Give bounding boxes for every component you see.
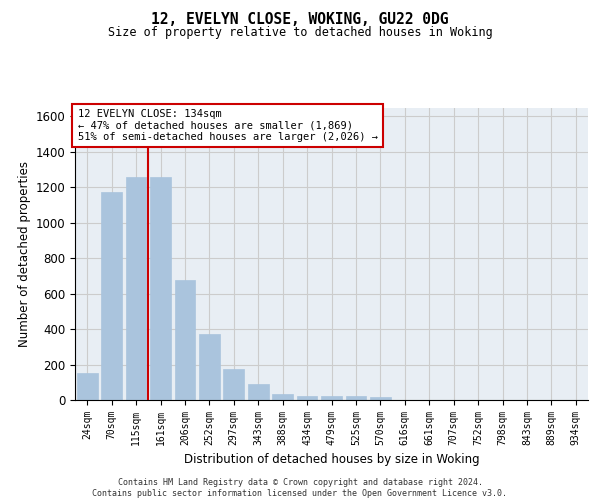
Bar (296, 396, 317, 400)
Text: Size of property relative to detached houses in Woking: Size of property relative to detached ho… (107, 26, 493, 39)
Bar (125, 176, 146, 400)
Bar (101, 192, 122, 400)
Text: 12, EVELYN CLOSE, WOKING, GU22 0DG: 12, EVELYN CLOSE, WOKING, GU22 0DG (151, 12, 449, 28)
Bar (77, 374, 98, 400)
Text: 12 EVELYN CLOSE: 134sqm
← 47% of detached houses are smaller (1,869)
51% of semi: 12 EVELYN CLOSE: 134sqm ← 47% of detache… (77, 109, 377, 142)
Bar (321, 396, 342, 400)
Bar (150, 176, 171, 400)
Bar (175, 280, 196, 400)
Bar (248, 384, 269, 400)
Y-axis label: Number of detached properties: Number of detached properties (19, 161, 31, 347)
Text: Contains HM Land Registry data © Crown copyright and database right 2024.
Contai: Contains HM Land Registry data © Crown c… (92, 478, 508, 498)
Bar (223, 369, 244, 400)
Bar (272, 394, 293, 400)
Bar (199, 334, 220, 400)
Bar (346, 396, 367, 400)
X-axis label: Distribution of detached houses by size in Woking: Distribution of detached houses by size … (184, 454, 479, 466)
Bar (370, 398, 391, 400)
